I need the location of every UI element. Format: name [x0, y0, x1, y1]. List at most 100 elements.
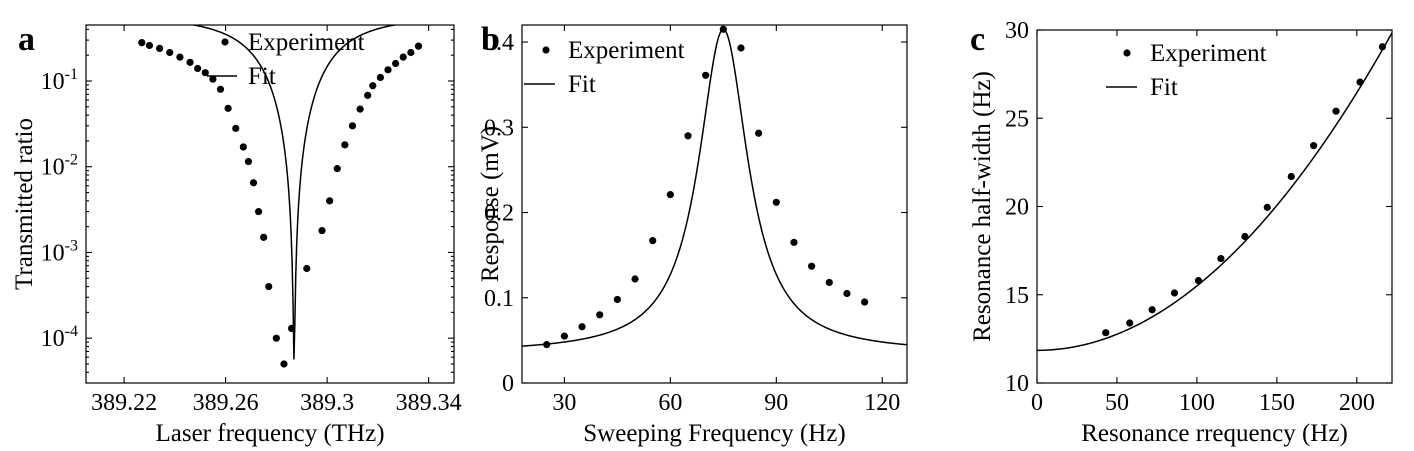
fit-curve — [522, 28, 907, 347]
y-tick-label: 0 — [502, 371, 514, 397]
x-axis-label: Resonance rrequency (Hz) — [1081, 420, 1348, 447]
data-point — [772, 198, 780, 206]
data-point — [414, 42, 423, 50]
y-tick-base: 10 — [41, 69, 65, 95]
data-point — [719, 25, 727, 33]
fit-curve — [189, 25, 399, 360]
y-tick-label: 30 — [1005, 18, 1029, 44]
y-tick-label: 0.2 — [484, 201, 514, 227]
data-point — [1126, 319, 1134, 327]
data-point — [369, 82, 377, 90]
data-point — [613, 295, 621, 304]
data-point — [1148, 306, 1156, 314]
legend-marker-experiment — [1123, 49, 1131, 57]
data-point — [176, 53, 184, 61]
data-point — [326, 197, 334, 205]
data-point — [392, 59, 400, 68]
legend-label-fit: Fit — [568, 71, 596, 98]
y-tick-label: 10-1 — [41, 66, 78, 95]
y-tick-label: 10-4 — [41, 323, 78, 352]
legend-label-fit: Fit — [248, 63, 276, 90]
data-point — [318, 226, 326, 235]
x-tick-label: 100 — [1179, 390, 1215, 416]
data-point — [384, 66, 392, 74]
y-tick-label: 25 — [1005, 106, 1029, 132]
x-tick-label: 389.34 — [396, 390, 462, 416]
data-point — [356, 105, 364, 113]
x-tick-label: 0 — [1031, 390, 1043, 416]
x-tick-label: 50 — [1105, 390, 1129, 416]
data-point — [1217, 254, 1225, 263]
x-tick-label: 120 — [864, 390, 900, 416]
data-point — [399, 53, 407, 61]
data-point — [825, 278, 833, 287]
y-tick-label: 10-2 — [41, 152, 78, 181]
y-tick-exponent: -2 — [65, 152, 78, 169]
data-point — [843, 289, 851, 298]
legend-label-fit: Fit — [1150, 74, 1178, 101]
panel-b: b 30 60 90 120 0 0.1 0.2 0.3 0.4 Sweeping Frequenc… — [477, 21, 908, 447]
x-tick-label: 389.26 — [193, 390, 259, 416]
data-point — [166, 48, 174, 57]
data-point — [666, 191, 674, 199]
data-point — [684, 132, 692, 140]
data-point — [1356, 78, 1364, 86]
data-point — [578, 323, 586, 331]
y-tick-label: 10-3 — [41, 237, 78, 266]
y-tick-label: 0.4 — [484, 30, 514, 56]
axes-frame — [85, 24, 455, 384]
axes-frame — [521, 24, 908, 384]
data-point — [790, 238, 798, 246]
data-point — [737, 44, 745, 52]
panel-letter: b — [481, 21, 500, 58]
x-tick-label: 389.22 — [91, 390, 157, 416]
legend-label-experiment: Experiment — [248, 29, 365, 56]
data-point — [1102, 329, 1110, 337]
x-tick-label: 30 — [552, 390, 576, 416]
x-tick-label: 200 — [1339, 390, 1375, 416]
data-point — [272, 334, 280, 342]
data-point — [186, 58, 194, 66]
data-point — [1378, 43, 1387, 51]
data-point — [239, 143, 247, 151]
data-point — [303, 264, 311, 273]
data-point — [1170, 289, 1179, 297]
data-point — [224, 104, 232, 112]
data-point — [861, 298, 869, 306]
data-point — [249, 179, 258, 187]
y-tick-exponent: -3 — [65, 237, 78, 254]
data-point — [1287, 172, 1295, 181]
x-tick-label: 150 — [1259, 390, 1295, 416]
y-tick-base: 10 — [41, 240, 65, 266]
data-point — [201, 69, 209, 77]
y-tick-exponent: -1 — [65, 66, 78, 83]
data-point — [1194, 277, 1203, 285]
data-point — [1310, 142, 1318, 150]
data-point — [216, 85, 225, 93]
data-point — [755, 129, 763, 137]
data-point — [1332, 107, 1340, 115]
x-tick-label: 60 — [658, 390, 682, 416]
data-point — [1241, 232, 1249, 241]
data-point — [376, 73, 384, 82]
panel-c: c 0 50 100 150 200 10 15 20 25 30 Resonance rrequen… — [969, 18, 1393, 447]
data-point — [232, 124, 240, 132]
data-point — [194, 64, 202, 73]
panel-letter: a — [18, 21, 35, 58]
y-axis-label: Response (mV) — [477, 126, 504, 282]
data-point — [702, 71, 710, 79]
data-point — [138, 39, 146, 47]
y-axis-label: Resonance half-width (Hz) — [969, 71, 996, 342]
data-point — [808, 262, 816, 270]
fit-curve — [1037, 32, 1392, 352]
x-axis-label: Sweeping Frequency (Hz) — [583, 420, 845, 447]
legend-label-experiment: Experiment — [1150, 40, 1267, 67]
legend-marker-experiment — [542, 46, 550, 54]
data-point — [348, 122, 357, 130]
data-point — [265, 282, 273, 291]
data-point — [1263, 203, 1271, 211]
y-tick-label: 15 — [1005, 283, 1029, 309]
x-tick-label: 90 — [764, 390, 788, 416]
y-tick-label: 20 — [1005, 195, 1029, 221]
